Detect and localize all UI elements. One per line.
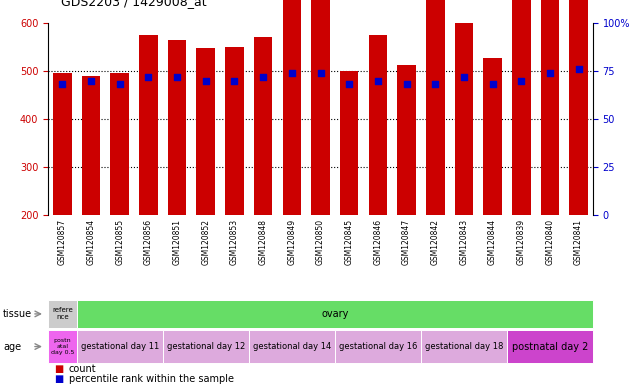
Point [574, 66, 584, 72]
Bar [507, 330, 593, 363]
Text: gestational day 11: gestational day 11 [81, 342, 159, 351]
Text: GSM120843: GSM120843 [460, 219, 469, 265]
Bar [483, 58, 502, 215]
Text: GSM120851: GSM120851 [172, 219, 181, 265]
Text: GSM120849: GSM120849 [287, 219, 296, 265]
Bar [48, 300, 77, 328]
Text: GSM120839: GSM120839 [517, 219, 526, 265]
Text: tissue: tissue [3, 309, 32, 319]
Bar [311, 0, 330, 215]
Bar [163, 330, 249, 363]
Text: GSM120842: GSM120842 [431, 219, 440, 265]
Bar [77, 330, 163, 363]
Bar [512, 0, 531, 215]
Text: GSM120844: GSM120844 [488, 219, 497, 265]
Bar [421, 330, 507, 363]
Text: GSM120841: GSM120841 [574, 219, 583, 265]
Point [201, 78, 211, 84]
Text: ■: ■ [54, 364, 63, 374]
Point [516, 78, 526, 84]
Point [459, 74, 469, 80]
Text: GSM120847: GSM120847 [402, 219, 411, 265]
Bar [53, 73, 72, 215]
Text: GSM120840: GSM120840 [545, 219, 554, 265]
Point [172, 74, 182, 80]
Text: GSM120846: GSM120846 [373, 219, 382, 265]
Text: GSM120855: GSM120855 [115, 219, 124, 265]
Point [315, 70, 326, 76]
Text: GSM120845: GSM120845 [345, 219, 354, 265]
Bar [82, 76, 101, 215]
Bar [283, 0, 301, 215]
Point [430, 81, 440, 88]
Point [487, 81, 497, 88]
Bar [340, 71, 358, 215]
Text: ovary: ovary [321, 309, 349, 319]
Text: GSM120856: GSM120856 [144, 219, 153, 265]
Text: ■: ■ [54, 374, 63, 384]
Bar [254, 38, 272, 215]
Text: GSM120852: GSM120852 [201, 219, 210, 265]
Text: refere
nce: refere nce [52, 308, 73, 320]
Point [401, 81, 412, 88]
Bar [569, 0, 588, 215]
Text: GSM120857: GSM120857 [58, 219, 67, 265]
Point [372, 78, 383, 84]
Point [287, 70, 297, 76]
Bar [139, 35, 158, 215]
Point [144, 74, 154, 80]
Text: gestational day 12: gestational day 12 [167, 342, 245, 351]
Text: postnatal day 2: postnatal day 2 [512, 341, 588, 352]
Point [229, 78, 240, 84]
Bar [335, 330, 421, 363]
Bar [397, 65, 416, 215]
Point [57, 81, 67, 88]
Text: gestational day 16: gestational day 16 [338, 342, 417, 351]
Point [115, 81, 125, 88]
Text: age: age [3, 341, 21, 352]
Text: count: count [69, 364, 96, 374]
Text: GSM120853: GSM120853 [230, 219, 239, 265]
Bar [454, 23, 473, 215]
Bar [110, 73, 129, 215]
Bar [249, 330, 335, 363]
Bar [369, 35, 387, 215]
Text: GSM120848: GSM120848 [259, 219, 268, 265]
Point [86, 78, 96, 84]
Bar [168, 40, 187, 215]
Text: gestational day 14: gestational day 14 [253, 342, 331, 351]
Bar [225, 47, 244, 215]
Text: postn
atal
day 0.5: postn atal day 0.5 [51, 338, 74, 355]
Bar [197, 48, 215, 215]
Point [545, 70, 555, 76]
Point [344, 81, 354, 88]
Bar [48, 330, 77, 363]
Text: GSM120850: GSM120850 [316, 219, 325, 265]
Text: GSM120854: GSM120854 [87, 219, 96, 265]
Point [258, 74, 269, 80]
Bar [540, 0, 559, 215]
Text: percentile rank within the sample: percentile rank within the sample [69, 374, 233, 384]
Bar [426, 0, 444, 215]
Text: gestational day 18: gestational day 18 [425, 342, 503, 351]
Text: GDS2203 / 1429008_at: GDS2203 / 1429008_at [61, 0, 206, 8]
